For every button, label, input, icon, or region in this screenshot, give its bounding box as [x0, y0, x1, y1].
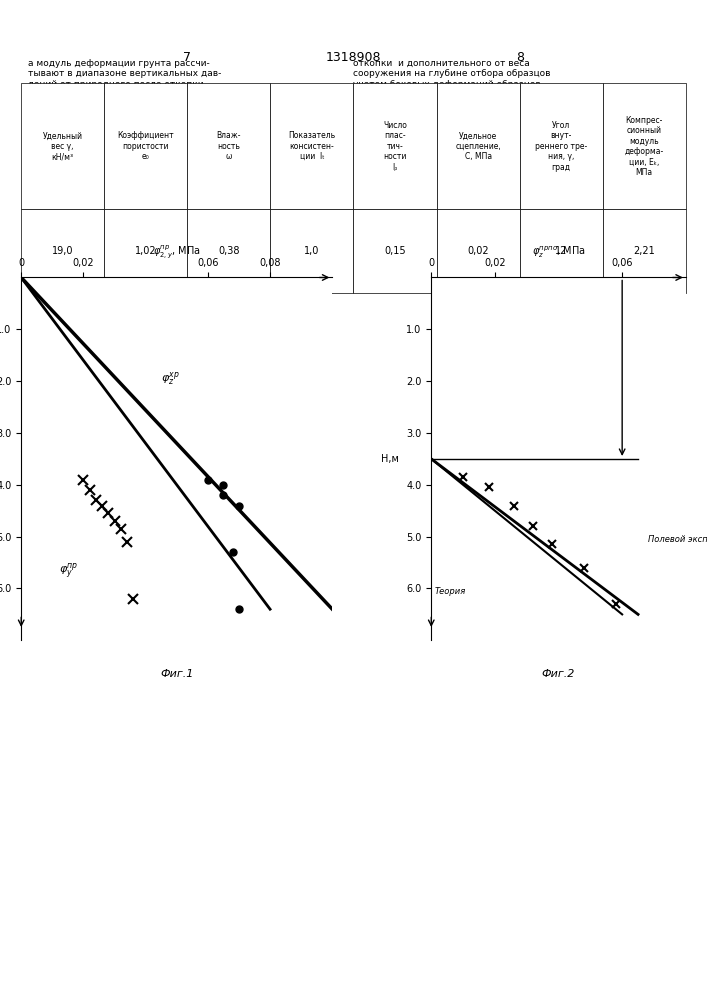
Y-axis label: Н,м: Н,м [380, 454, 399, 464]
Text: а модуль деформации грунта рассчи-
тывают в диапазоне вертикальных дав-
лений от: а модуль деформации грунта рассчи- тываю… [28, 59, 221, 99]
Text: 7: 7 [183, 51, 192, 64]
Text: $\varphi_z^{хр}$: $\varphi_z^{хр}$ [161, 370, 180, 387]
Text: Полевой эксперимент: Полевой эксперимент [648, 535, 707, 544]
Text: откопки  и дополнительного от веса
сооружения на глубине отбора образцов
учетом : откопки и дополнительного от веса сооруж… [354, 59, 551, 99]
X-axis label: $\varphi_{2,y}^{пр}$, МПа: $\varphi_{2,y}^{пр}$, МПа [153, 244, 201, 261]
Text: $\varphi_y^{пр}$: $\varphi_y^{пр}$ [59, 561, 78, 581]
Text: Фиг.2: Фиг.2 [542, 669, 575, 679]
Text: Фиг.1: Фиг.1 [160, 669, 194, 679]
Text: 8: 8 [515, 51, 524, 64]
Text: 1318908: 1318908 [326, 51, 381, 64]
Text: Теория: Теория [434, 587, 466, 596]
X-axis label: $\varphi_z^{прпо}$, МПа: $\varphi_z^{прпо}$, МПа [532, 245, 585, 260]
